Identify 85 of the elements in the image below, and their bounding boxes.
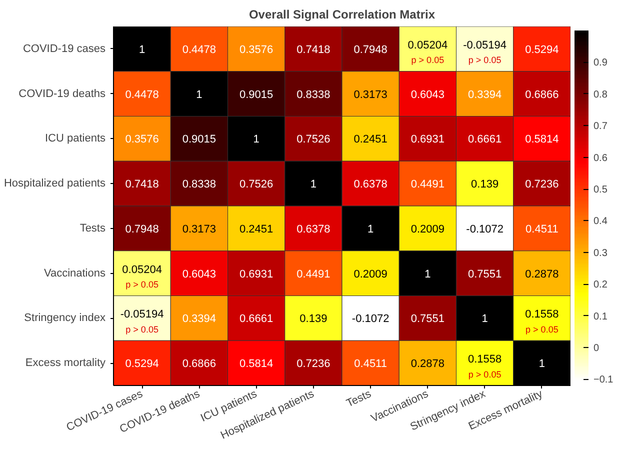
y-tick-label: Tests — [80, 222, 106, 234]
y-tick-label: Excess mortality — [25, 357, 106, 370]
data-label: 1 — [196, 88, 202, 101]
data-label: 0.6661 — [468, 134, 502, 146]
data-label: 0.1558 p > 0.05 — [525, 308, 559, 334]
data-label: 0.2878 — [410, 358, 445, 370]
data-label: 0.2451 — [354, 134, 388, 146]
data-label: 0.7948 — [125, 223, 159, 236]
color-bar-label: 0.1 — [594, 311, 608, 322]
data-label: 0.4478 — [125, 88, 159, 101]
data-label: 0.7418 — [296, 44, 330, 56]
data-label: 0.6931 — [239, 268, 274, 280]
data-label: 0.1558 p > 0.05 — [468, 354, 502, 380]
data-label: 0.7551 — [468, 268, 502, 280]
data-label: 0.3394 — [182, 313, 216, 326]
color-bar-label: 0 — [594, 343, 600, 354]
data-label: 0.3173 — [354, 88, 388, 101]
color-bar-label: 0.3 — [594, 248, 608, 259]
data-label: 1 — [424, 268, 431, 280]
color-bar-label: 0.8 — [594, 89, 608, 100]
y-tick-label: Vaccinations — [44, 267, 106, 280]
data-label: 0.5814 — [239, 358, 274, 370]
data-label: 1 — [310, 178, 317, 191]
color-bar-label: 0.4 — [594, 216, 608, 228]
data-label: 0.4491 — [296, 268, 330, 280]
data-label: 0.5814 — [525, 134, 559, 146]
data-label: 0.6043 — [182, 268, 216, 280]
data-label: 0.4511 — [526, 223, 558, 236]
data-label: 0.6378 — [296, 223, 330, 236]
data-label: 0.7526 — [296, 134, 330, 146]
color-bar-label: 0.2 — [594, 280, 608, 291]
data-label: 0.9015 — [182, 134, 216, 146]
data-label: 1 — [139, 44, 146, 56]
data-label: 0.3394 — [468, 88, 502, 101]
data-label: 0.7236 — [525, 178, 559, 191]
data-label: 0.7526 — [239, 178, 274, 191]
y-tick-label: COVID-19 cases — [22, 42, 106, 55]
data-label: 0.2009 — [354, 268, 388, 280]
data-label: -0.05194 p > 0.05 — [120, 308, 164, 334]
data-label: 0.139 — [471, 178, 499, 191]
data-label: 0.05204 p > 0.05 — [122, 264, 162, 290]
data-label: 0.5294 — [125, 358, 159, 370]
data-label: 1 — [538, 358, 546, 370]
data-label: 0.05204 p > 0.05 — [408, 39, 448, 66]
data-label: 0.6866 — [525, 88, 559, 101]
data-label: -0.05194 p > 0.05 — [463, 39, 507, 66]
data-label: 0.7948 — [354, 44, 388, 56]
data-label: 0.3173 — [182, 223, 216, 236]
data-label: 1 — [253, 134, 260, 146]
data-label: 0.2009 — [410, 223, 445, 236]
y-tick-label: Stringency index — [24, 312, 106, 324]
data-label: 0.3576 — [125, 134, 159, 146]
color-bar-label: 0.6 — [594, 152, 608, 164]
data-label: 0.3576 — [239, 44, 274, 56]
data-label: 0.4511 — [354, 358, 387, 370]
color-bar-label: 0.5 — [594, 184, 608, 196]
data-label: 0.8338 — [182, 178, 216, 191]
data-label: 0.4491 — [410, 178, 445, 191]
data-label: 0.7236 — [296, 358, 330, 370]
data-label: 0.5294 — [525, 44, 559, 56]
data-label: 1 — [368, 223, 374, 236]
data-label: 0.9015 — [239, 88, 274, 101]
data-label: 0.7418 — [125, 178, 159, 191]
data-label: 0.139 — [300, 313, 328, 326]
y-tick-label: Hospitalized patients — [4, 178, 106, 190]
data-label: -0.1072 — [352, 313, 390, 326]
color-bar-label: 0.9 — [594, 58, 608, 69]
data-label: 0.6378 — [354, 178, 388, 191]
data-label: 0.6931 — [410, 134, 445, 146]
data-label: 0.6661 — [239, 313, 274, 326]
data-label: 0.7551 — [410, 313, 445, 326]
y-tick-label: COVID-19 deaths — [18, 88, 106, 100]
data-label: 0.8338 — [296, 88, 330, 101]
x-tick-label: Tests — [344, 388, 374, 410]
data-label: 1 — [482, 313, 488, 326]
chart-title: Overall Signal Correlation Matrix — [248, 8, 436, 22]
data-label: -0.1072 — [466, 223, 504, 236]
data-label: 0.4478 — [182, 44, 216, 56]
data-label: 0.6043 — [410, 88, 445, 101]
color-bar-label: −0.1 — [594, 374, 614, 386]
data-label: 0.2451 — [239, 223, 274, 236]
data-label: 0.6866 — [182, 358, 216, 370]
y-tick-label: ICU patients — [44, 132, 106, 145]
data-label: 0.2878 — [525, 268, 559, 280]
color-bar-label: 0.7 — [594, 121, 608, 132]
